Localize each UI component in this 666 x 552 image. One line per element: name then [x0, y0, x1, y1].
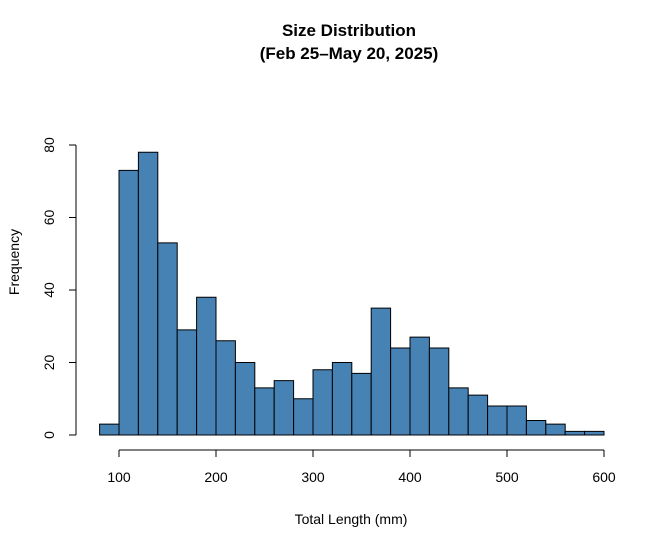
histogram-bar [487, 405, 508, 436]
histogram-bar [99, 423, 120, 436]
histogram-bar [137, 151, 159, 436]
histogram-bar [293, 398, 314, 436]
histogram-bar [370, 307, 392, 436]
x-tick-label: 300 [301, 469, 325, 485]
histogram-bar [448, 387, 469, 436]
x-tick-label: 400 [398, 469, 422, 485]
histogram-bar [273, 380, 295, 436]
histogram-bar [467, 394, 489, 436]
histogram-bar [545, 423, 566, 436]
histogram-bar [525, 420, 547, 436]
histogram-bar [351, 372, 372, 436]
y-tick-label: 0 [41, 431, 57, 439]
chart-subtitle: (Feb 25–May 20, 2025) [260, 44, 439, 63]
histogram-bar [196, 296, 217, 436]
histogram-bar [428, 347, 450, 436]
x-tick-label: 100 [107, 469, 131, 485]
histogram-bar [390, 347, 411, 436]
x-tick-label: 600 [592, 469, 616, 485]
chart-title: Size Distribution [282, 21, 416, 40]
histogram-bar [331, 362, 353, 436]
histogram-bar [254, 387, 275, 436]
histogram-bar [118, 169, 139, 436]
y-tick-label: 80 [41, 137, 57, 153]
histogram-bar [409, 336, 430, 436]
histogram-bar [215, 340, 236, 436]
x-axis-label: Total Length (mm) [295, 511, 408, 527]
y-tick-label: 20 [41, 355, 57, 371]
histogram-bar [506, 405, 527, 436]
histogram-bar [584, 430, 605, 436]
histogram-bar [234, 362, 256, 436]
histogram-bar [176, 329, 198, 436]
x-tick-label: 500 [495, 469, 519, 485]
x-tick-label: 200 [204, 469, 228, 485]
y-tick-label: 60 [41, 210, 57, 226]
y-axis-label: Frequency [6, 229, 22, 295]
histogram-bar [312, 369, 333, 436]
histogram-bar [564, 430, 586, 436]
histogram-bar [157, 242, 178, 436]
y-tick-label: 40 [41, 282, 57, 298]
